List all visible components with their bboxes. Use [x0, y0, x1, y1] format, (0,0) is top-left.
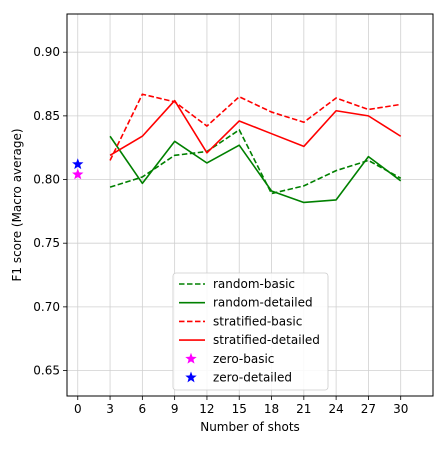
legend-swatch [185, 352, 197, 364]
legend-label: stratified-basic [213, 314, 302, 328]
series-line-stratified-detailed [109, 99, 402, 157]
series-line-random-basic [109, 129, 402, 195]
legend-item-zero-basic: zero-basic [185, 352, 274, 366]
grid [67, 14, 433, 396]
legend-label: stratified-detailed [213, 333, 320, 347]
legend-label: zero-basic [213, 352, 274, 366]
y-tick-label: 0.80 [33, 173, 60, 187]
star-point-zero-basic [72, 168, 84, 180]
plot-frame [66, 13, 434, 397]
legend-item-random-basic: random-basic [179, 277, 295, 291]
y-tick-label: 0.65 [33, 364, 60, 378]
series-zero-basic [72, 168, 84, 180]
y-tick-label: 0.70 [33, 300, 60, 314]
y-axis: 0.65 0.70 0.75 0.80 0.85 0.90 [33, 45, 67, 378]
star-point-zero-detailed [72, 158, 84, 170]
legend-swatch [185, 371, 197, 383]
x-tick-label: 21 [296, 402, 311, 416]
series-line-stratified-basic [109, 93, 401, 161]
series-group [72, 93, 402, 204]
series-stratified-detailed [109, 99, 402, 157]
legend-label: zero-detailed [213, 371, 292, 385]
x-tick-label: 24 [328, 402, 343, 416]
series-zero-detailed [72, 158, 84, 170]
x-tick-label: 18 [264, 402, 279, 416]
x-tick-label: 15 [232, 402, 247, 416]
series-random-basic [109, 129, 402, 195]
x-tick-label: 12 [199, 402, 214, 416]
legend-item-zero-detailed: zero-detailed [185, 371, 292, 385]
x-tick-label: 0 [74, 402, 82, 416]
x-tick-label: 30 [393, 402, 408, 416]
legend-item-random-detailed: random-detailed [179, 296, 313, 310]
legend-item-stratified-basic: stratified-basic [179, 314, 302, 328]
x-axis-label: Number of shots [200, 420, 300, 434]
x-tick-label: 9 [171, 402, 179, 416]
series-line-random-detailed [109, 135, 402, 204]
y-tick-label: 0.90 [33, 45, 60, 59]
x-tick-label: 6 [139, 402, 147, 416]
x-axis: 0 3 6 9 12 15 18 21 24 27 30 [74, 396, 408, 416]
x-tick-label: 27 [361, 402, 376, 416]
series-random-detailed [109, 135, 402, 204]
legend: random-basic random-detailed stratified-ba… [172, 272, 329, 391]
y-tick-label: 0.85 [33, 109, 60, 123]
legend-item-stratified-detailed: stratified-detailed [179, 333, 320, 347]
legend-label: random-detailed [213, 296, 313, 310]
y-tick-label: 0.75 [33, 236, 60, 250]
legend-label: random-basic [213, 277, 295, 291]
series-stratified-basic [109, 93, 401, 161]
y-axis-label: F1 score (Macro average) [10, 128, 24, 281]
x-tick-label: 3 [106, 402, 114, 416]
legend-box [172, 272, 329, 391]
